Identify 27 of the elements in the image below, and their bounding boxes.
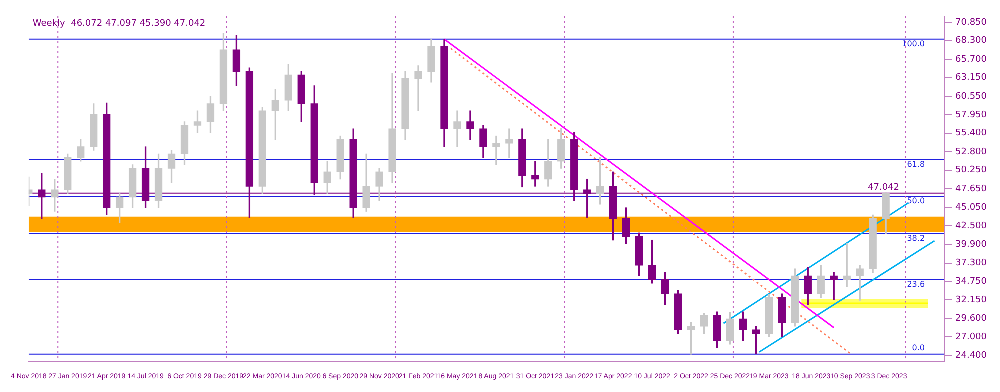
ref-line-label: 47.042 (868, 183, 900, 194)
y-tick-label: 55.400 (956, 128, 988, 139)
annotation: 0.0 (912, 344, 926, 352)
y-tick-label: 32.150 (956, 296, 988, 306)
annotation: 38.2 (907, 234, 926, 243)
y-tick-label: 34.750 (956, 276, 988, 287)
annotation: 23.6 (907, 280, 926, 289)
y-tick-label: 47.650 (956, 184, 988, 194)
y-tick-label: 42.500 (956, 221, 988, 232)
y-tick-label: 60.550 (956, 92, 988, 102)
y-tick-label: 63.150 (956, 73, 988, 84)
annotation: 50.0 (907, 196, 926, 206)
annotation: 100.0 (902, 39, 926, 48)
y-tick-label: 24.400 (956, 351, 988, 362)
chart-title: Weekly 46.072 47.097 45.390 47.042 (32, 19, 206, 30)
y-tick-label: 29.600 (956, 314, 988, 324)
y-tick-label: 65.700 (956, 54, 988, 65)
y-tick-label: 70.850 (956, 18, 988, 28)
y-tick-label: 68.300 (956, 36, 988, 46)
y-tick-label: 27.000 (956, 332, 988, 343)
y-tick-label: 57.950 (956, 110, 988, 120)
y-tick-label: 52.800 (956, 147, 988, 158)
y-tick-label: 45.050 (956, 203, 988, 214)
annotation: 61.8 (907, 160, 926, 170)
y-tick-label: 50.250 (956, 166, 988, 176)
y-tick-label: 37.300 (956, 258, 988, 269)
y-tick-label: 39.900 (956, 240, 988, 250)
